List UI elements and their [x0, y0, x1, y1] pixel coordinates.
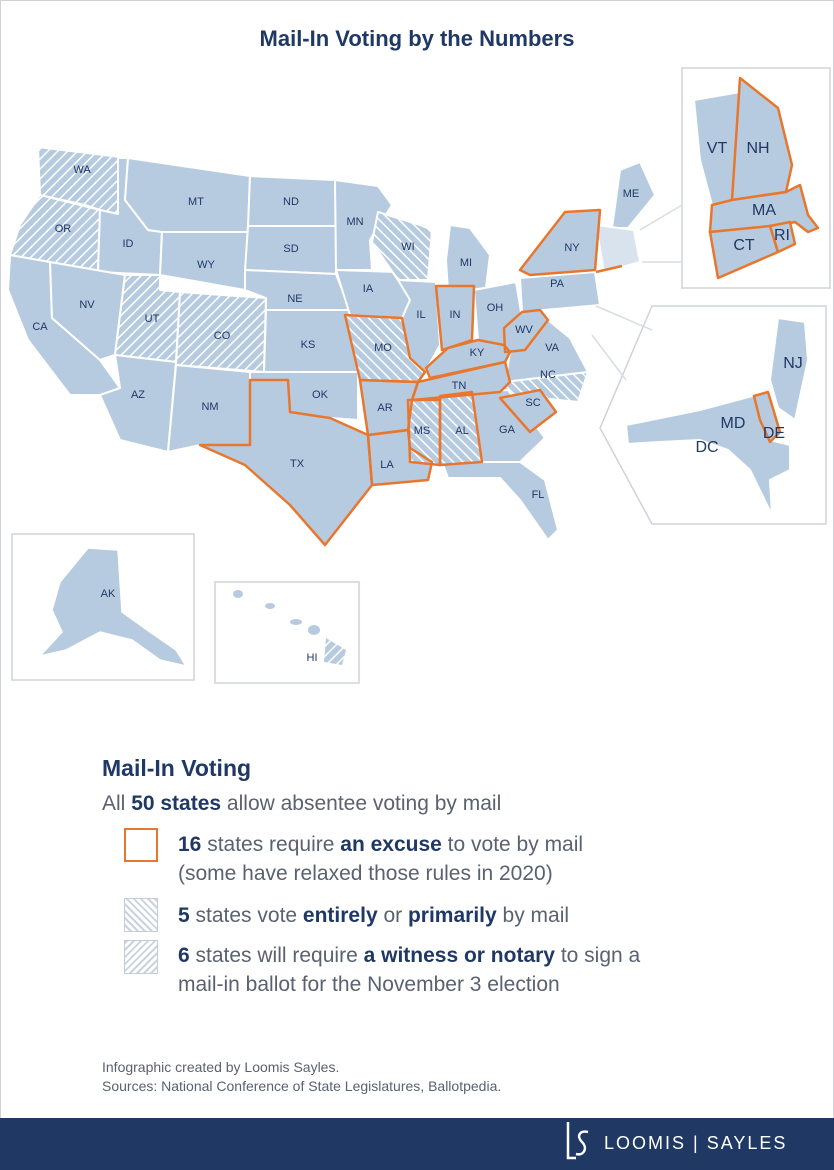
page-title: Mail-In Voting by the Numbers: [259, 26, 575, 51]
label-MN: MN: [346, 216, 363, 228]
island-oahu: [265, 603, 275, 609]
inset-label-RI: RI: [774, 227, 790, 244]
label-WI: WI: [401, 241, 414, 253]
label-CO: CO: [214, 330, 231, 342]
label-KY: KY: [470, 347, 485, 359]
outline-TX: [198, 378, 374, 547]
label-TX: TX: [290, 458, 305, 470]
label-NV: NV: [79, 299, 95, 311]
state-AZ: [99, 354, 177, 453]
label-ME: ME: [623, 188, 640, 200]
loomis-sayles-logo-icon: [566, 1122, 589, 1160]
legend-title: Mail-In Voting: [102, 755, 252, 781]
legend-witness-swatch: [124, 940, 158, 974]
legend-excuse-swatch: [124, 828, 158, 862]
inset-label-DC: DC: [695, 439, 718, 456]
us-map: WA OR CA ID NV MT WY UT CO AZ NM ND SD N…: [7, 67, 831, 684]
outline-AR: [358, 378, 420, 437]
inset-label-VT: VT: [707, 140, 728, 157]
logo-wordmark: LOOMIS | SAYLES: [604, 1133, 788, 1153]
label-PA: PA: [550, 278, 565, 290]
footer-bar: [0, 1118, 834, 1170]
label-AL: AL: [455, 425, 468, 437]
state-WI: [371, 211, 433, 281]
label-OK: OK: [312, 389, 329, 401]
inset-label-MA: MA: [752, 202, 776, 219]
outline-SC: [498, 388, 558, 434]
state-MT: [124, 157, 251, 233]
legend-item-witness: 6 states will require a witness or notar…: [178, 944, 641, 996]
inset-label-NJ: NJ: [783, 355, 803, 372]
inset-label-DE: DE: [763, 425, 785, 442]
label-SD: SD: [283, 243, 298, 255]
label-KS: KS: [301, 339, 316, 351]
label-MO: MO: [374, 342, 392, 354]
label-AK: AK: [101, 588, 116, 600]
label-NM: NM: [201, 401, 218, 413]
label-VA: VA: [545, 342, 560, 354]
label-ND: ND: [283, 196, 299, 208]
label-ID: ID: [123, 238, 134, 250]
label-WV: WV: [515, 324, 533, 336]
island-hawaii: [324, 638, 346, 665]
label-AZ: AZ: [131, 389, 145, 401]
label-MI: MI: [460, 257, 472, 269]
inset-label-NH: NH: [746, 140, 769, 157]
island-molokai: [290, 619, 302, 625]
label-SC: SC: [525, 397, 540, 409]
outline-AL: [438, 390, 484, 467]
outline-NYC: [595, 264, 623, 274]
inset-state-RI: [768, 220, 797, 254]
outline-NY: [518, 208, 602, 277]
label-FL: FL: [532, 489, 545, 501]
legend-summary: All 50 states allow absentee voting by m…: [102, 792, 502, 815]
source-credit: Infographic created by Loomis Sayles.: [102, 1059, 340, 1075]
inset-label-MD: MD: [721, 415, 746, 432]
label-UT: UT: [145, 313, 160, 325]
inset-hawaii: [214, 581, 360, 684]
inset-state-DE: [752, 390, 782, 444]
legend-item-mail: 5 states vote entirely or primarily by m…: [178, 904, 570, 927]
label-CA: CA: [32, 321, 48, 333]
label-IL: IL: [416, 309, 425, 321]
label-NC: NC: [540, 369, 556, 381]
label-AR: AR: [377, 402, 392, 414]
legend-item-excuse: 16 states require an excuse to vote by m…: [178, 833, 584, 885]
label-WA: WA: [73, 164, 91, 176]
label-NY: NY: [564, 242, 580, 254]
outline-WV: [502, 308, 550, 354]
label-MT: MT: [188, 196, 204, 208]
label-IN: IN: [450, 309, 461, 321]
outline-IN: [434, 284, 476, 352]
inset-state-NH: [730, 76, 794, 202]
island-maui: [308, 625, 320, 635]
state-AK: [37, 547, 188, 668]
label-HI: HI: [307, 652, 318, 664]
source-references: Sources: National Conference of State Le…: [102, 1078, 502, 1094]
label-GA: GA: [499, 424, 516, 436]
inset-label-CT: CT: [733, 237, 755, 254]
label-LA: LA: [380, 459, 394, 471]
state-NE-small: [595, 224, 641, 273]
state-NV: [49, 261, 126, 361]
legend-mail-swatch: [124, 898, 158, 932]
label-OR: OR: [55, 223, 72, 235]
state-ME: [611, 161, 656, 229]
inset-state-NJ: [768, 316, 810, 422]
state-FL: [441, 461, 559, 541]
island-kauai: [233, 590, 243, 598]
label-IA: IA: [363, 283, 374, 295]
label-WY: WY: [197, 259, 215, 271]
state-PA: [519, 271, 601, 313]
label-OH: OH: [487, 302, 504, 314]
label-MS: MS: [414, 425, 431, 437]
label-TN: TN: [452, 380, 467, 392]
label-NE: NE: [287, 293, 302, 305]
